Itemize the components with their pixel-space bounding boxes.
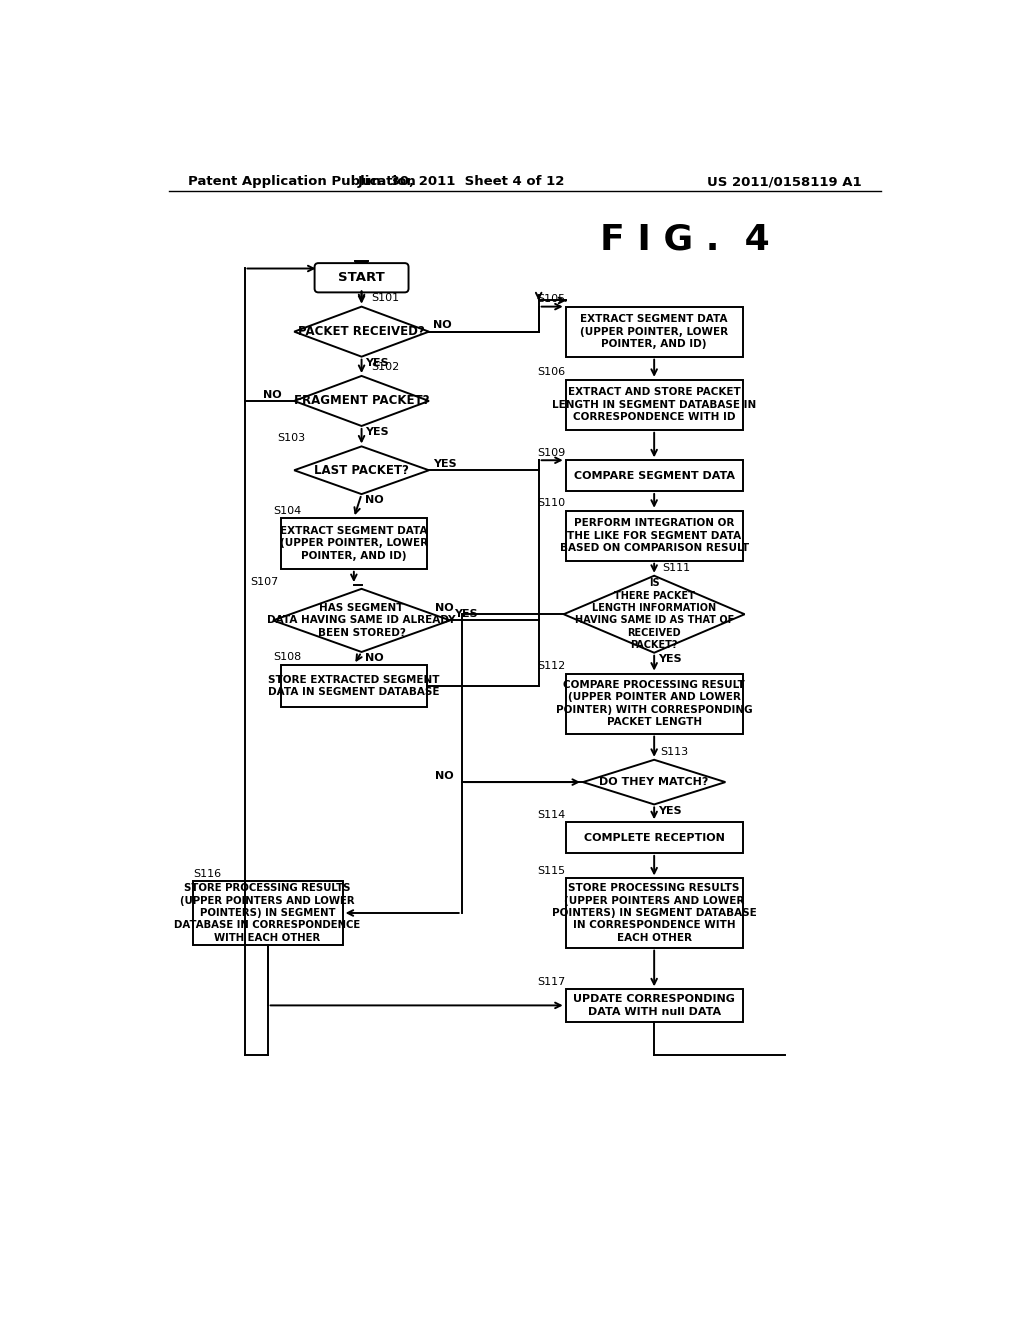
- Polygon shape: [294, 446, 429, 494]
- Polygon shape: [583, 760, 725, 804]
- Text: START: START: [338, 271, 385, 284]
- Text: STORE PROCESSING RESULTS
(UPPER POINTERS AND LOWER
POINTERS) IN SEGMENT DATABASE: STORE PROCESSING RESULTS (UPPER POINTERS…: [552, 883, 757, 942]
- Text: FRAGMENT PACKET?: FRAGMENT PACKET?: [294, 395, 429, 408]
- Text: NO: NO: [435, 771, 454, 781]
- Text: UPDATE CORRESPONDING
DATA WITH null DATA: UPDATE CORRESPONDING DATA WITH null DATA: [573, 994, 735, 1016]
- Bar: [565, 878, 742, 948]
- Text: NO: NO: [366, 653, 384, 663]
- Text: YES: YES: [433, 459, 457, 469]
- Text: S111: S111: [662, 564, 690, 573]
- Text: LAST PACKET?: LAST PACKET?: [314, 463, 409, 477]
- Text: S113: S113: [660, 747, 688, 758]
- Text: S112: S112: [538, 661, 565, 671]
- Text: COMPARE SEGMENT DATA: COMPARE SEGMENT DATA: [573, 471, 734, 480]
- Text: NO: NO: [435, 603, 454, 612]
- Text: YES: YES: [366, 358, 389, 368]
- Text: DO THEY MATCH?: DO THEY MATCH?: [599, 777, 709, 787]
- Text: EXTRACT AND STORE PACKET
LENGTH IN SEGMENT DATABASE IN
CORRESPONDENCE WITH ID: EXTRACT AND STORE PACKET LENGTH IN SEGME…: [552, 387, 757, 422]
- Text: US 2011/0158119 A1: US 2011/0158119 A1: [708, 176, 862, 187]
- Polygon shape: [273, 589, 451, 652]
- Text: S104: S104: [273, 506, 301, 516]
- Text: YES: YES: [454, 610, 477, 619]
- Text: S101: S101: [371, 293, 399, 302]
- Text: YES: YES: [658, 805, 682, 816]
- Text: F I G .  4: F I G . 4: [600, 222, 770, 256]
- Text: S102: S102: [371, 362, 399, 372]
- FancyBboxPatch shape: [314, 263, 409, 293]
- Text: S117: S117: [538, 977, 565, 987]
- Text: COMPARE PROCESSING RESULT
(UPPER POINTER AND LOWER
POINTER) WITH CORRESPONDING
P: COMPARE PROCESSING RESULT (UPPER POINTER…: [556, 680, 753, 727]
- Text: STORE PROCESSING RESULTS
(UPPER POINTERS AND LOWER
POINTERS) IN SEGMENT
DATABASE: STORE PROCESSING RESULTS (UPPER POINTERS…: [174, 883, 360, 942]
- Text: S103: S103: [276, 433, 305, 442]
- Text: S105: S105: [538, 294, 565, 305]
- Text: S116: S116: [194, 869, 222, 879]
- Text: NO: NO: [366, 495, 384, 506]
- Polygon shape: [294, 306, 429, 356]
- Text: YES: YES: [366, 428, 389, 437]
- Polygon shape: [294, 376, 429, 426]
- Bar: [565, 380, 742, 430]
- Text: STORE EXTRACTED SEGMENT
DATA IN SEGMENT DATABASE: STORE EXTRACTED SEGMENT DATA IN SEGMENT …: [268, 675, 439, 697]
- Text: EXTRACT SEGMENT DATA
(UPPER POINTER, LOWER
POINTER, AND ID): EXTRACT SEGMENT DATA (UPPER POINTER, LOW…: [581, 314, 728, 348]
- Text: Jun. 30, 2011  Sheet 4 of 12: Jun. 30, 2011 Sheet 4 of 12: [358, 176, 565, 187]
- Bar: [565, 461, 742, 491]
- Text: S115: S115: [538, 866, 565, 876]
- Text: COMPLETE RECEPTION: COMPLETE RECEPTION: [584, 833, 725, 842]
- Text: S109: S109: [538, 447, 565, 458]
- Text: PACKET RECEIVED?: PACKET RECEIVED?: [298, 325, 425, 338]
- Bar: [281, 665, 427, 708]
- Text: S106: S106: [538, 367, 565, 378]
- Bar: [281, 517, 427, 569]
- Text: S108: S108: [273, 652, 301, 663]
- Text: NO: NO: [433, 321, 452, 330]
- Text: NO: NO: [263, 389, 282, 400]
- Bar: [193, 882, 343, 945]
- Bar: [565, 511, 742, 561]
- Bar: [565, 306, 742, 356]
- Text: YES: YES: [658, 653, 682, 664]
- Bar: [565, 989, 742, 1022]
- Text: S110: S110: [538, 499, 565, 508]
- Text: S114: S114: [538, 810, 565, 820]
- Text: Patent Application Publication: Patent Application Publication: [188, 176, 416, 187]
- Text: HAS SEGMENT
DATA HAVING SAME ID ALREADY
BEEN STORED?: HAS SEGMENT DATA HAVING SAME ID ALREADY …: [267, 603, 456, 638]
- Bar: [565, 673, 742, 734]
- Text: IS
THERE PACKET
LENGTH INFORMATION
HAVING SAME ID AS THAT OF
RECEIVED
PACKET?: IS THERE PACKET LENGTH INFORMATION HAVIN…: [574, 578, 734, 651]
- Text: S107: S107: [250, 577, 279, 586]
- Polygon shape: [563, 576, 744, 653]
- Bar: [565, 822, 742, 853]
- Text: PERFORM INTEGRATION OR
THE LIKE FOR SEGMENT DATA
BASED ON COMPARISON RESULT: PERFORM INTEGRATION OR THE LIKE FOR SEGM…: [559, 519, 749, 553]
- Text: EXTRACT SEGMENT DATA
(UPPER POINTER, LOWER
POINTER, AND ID): EXTRACT SEGMENT DATA (UPPER POINTER, LOW…: [280, 525, 428, 561]
